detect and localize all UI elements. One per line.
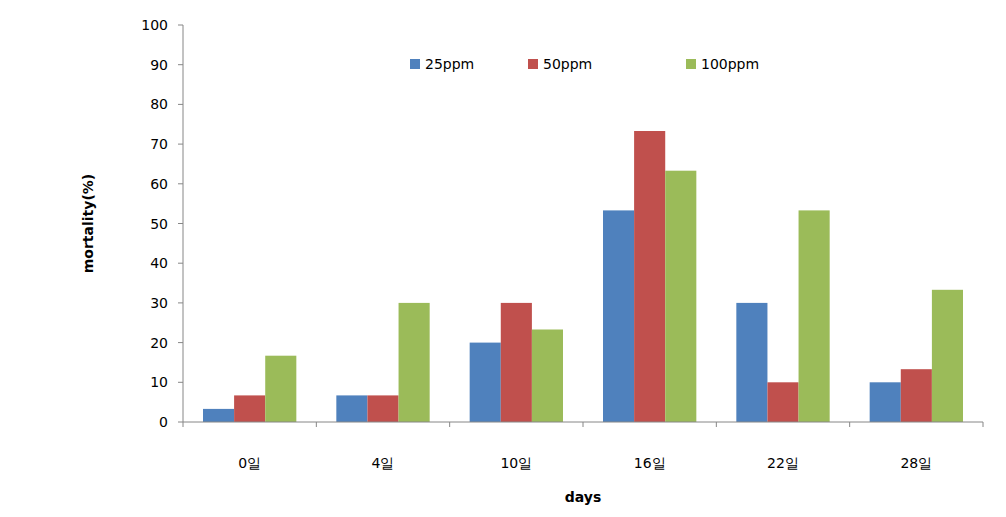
legend-swatch bbox=[528, 59, 538, 69]
bar bbox=[932, 290, 963, 422]
y-tick-label: 100 bbox=[141, 17, 168, 33]
y-tick-label: 70 bbox=[150, 136, 168, 152]
y-tick-label: 90 bbox=[150, 57, 168, 73]
x-tick bbox=[983, 422, 984, 427]
legend-swatch bbox=[686, 59, 696, 69]
bar bbox=[870, 382, 901, 422]
y-tick bbox=[178, 25, 183, 26]
bar bbox=[501, 303, 532, 422]
legend-label: 25ppm bbox=[425, 56, 474, 72]
x-tick-label: 4일 bbox=[372, 455, 395, 471]
bar bbox=[203, 409, 234, 422]
bar bbox=[603, 210, 634, 422]
legend-swatch bbox=[410, 59, 420, 69]
y-tick bbox=[178, 104, 183, 105]
bar bbox=[336, 395, 367, 422]
bar bbox=[265, 356, 296, 422]
y-tick bbox=[178, 223, 183, 224]
y-tick bbox=[178, 382, 183, 383]
y-tick bbox=[178, 302, 183, 303]
y-tick-label: 50 bbox=[150, 216, 168, 232]
y-tick-label: 40 bbox=[150, 255, 168, 271]
legend-label: 50ppm bbox=[543, 56, 592, 72]
bar bbox=[799, 210, 830, 422]
bar bbox=[367, 395, 398, 422]
x-tick bbox=[449, 422, 450, 427]
x-tick-label: 22일 bbox=[767, 455, 799, 471]
y-tick bbox=[178, 64, 183, 65]
y-tick-label: 20 bbox=[150, 335, 168, 351]
bar bbox=[767, 382, 798, 422]
y-tick bbox=[178, 183, 183, 184]
x-tick bbox=[183, 422, 184, 427]
bar bbox=[399, 303, 430, 422]
y-tick-label: 0 bbox=[159, 414, 168, 430]
y-axis-label: mortality(%) bbox=[80, 174, 96, 274]
y-tick-label: 60 bbox=[150, 176, 168, 192]
bar bbox=[634, 131, 665, 422]
bar bbox=[901, 369, 932, 422]
bar bbox=[736, 303, 767, 422]
y-tick bbox=[178, 263, 183, 264]
x-tick bbox=[583, 422, 584, 427]
chart-container: 0 10 20 30 40 50 60 70 80 90 100 0일 4일 10일 16일 22일 28일 da… bbox=[0, 0, 1006, 517]
legend: 25ppm 50ppm 100ppm bbox=[410, 56, 759, 72]
x-tick-label: 0일 bbox=[238, 455, 261, 471]
x-tick bbox=[849, 422, 850, 427]
bar bbox=[234, 395, 265, 422]
x-tick-label: 10일 bbox=[500, 455, 532, 471]
x-axis-label: days bbox=[565, 489, 602, 505]
bar bbox=[532, 329, 563, 422]
y-tick bbox=[178, 144, 183, 145]
bar bbox=[665, 171, 696, 422]
chart-svg: 0 10 20 30 40 50 60 70 80 90 100 0일 4일 10일 16일 22일 28일 da… bbox=[0, 0, 1006, 517]
y-axis bbox=[183, 25, 184, 422]
x-tick bbox=[316, 422, 317, 427]
y-tick-label: 80 bbox=[150, 96, 168, 112]
x-tick-label: 28일 bbox=[900, 455, 932, 471]
y-tick-label: 30 bbox=[150, 295, 168, 311]
bars bbox=[203, 131, 963, 422]
bar bbox=[470, 343, 501, 422]
x-tick-label: 16일 bbox=[634, 455, 666, 471]
y-tick bbox=[178, 422, 183, 423]
y-tick-label: 10 bbox=[150, 374, 168, 390]
x-tick bbox=[716, 422, 717, 427]
y-tick bbox=[178, 342, 183, 343]
legend-label: 100ppm bbox=[701, 56, 759, 72]
